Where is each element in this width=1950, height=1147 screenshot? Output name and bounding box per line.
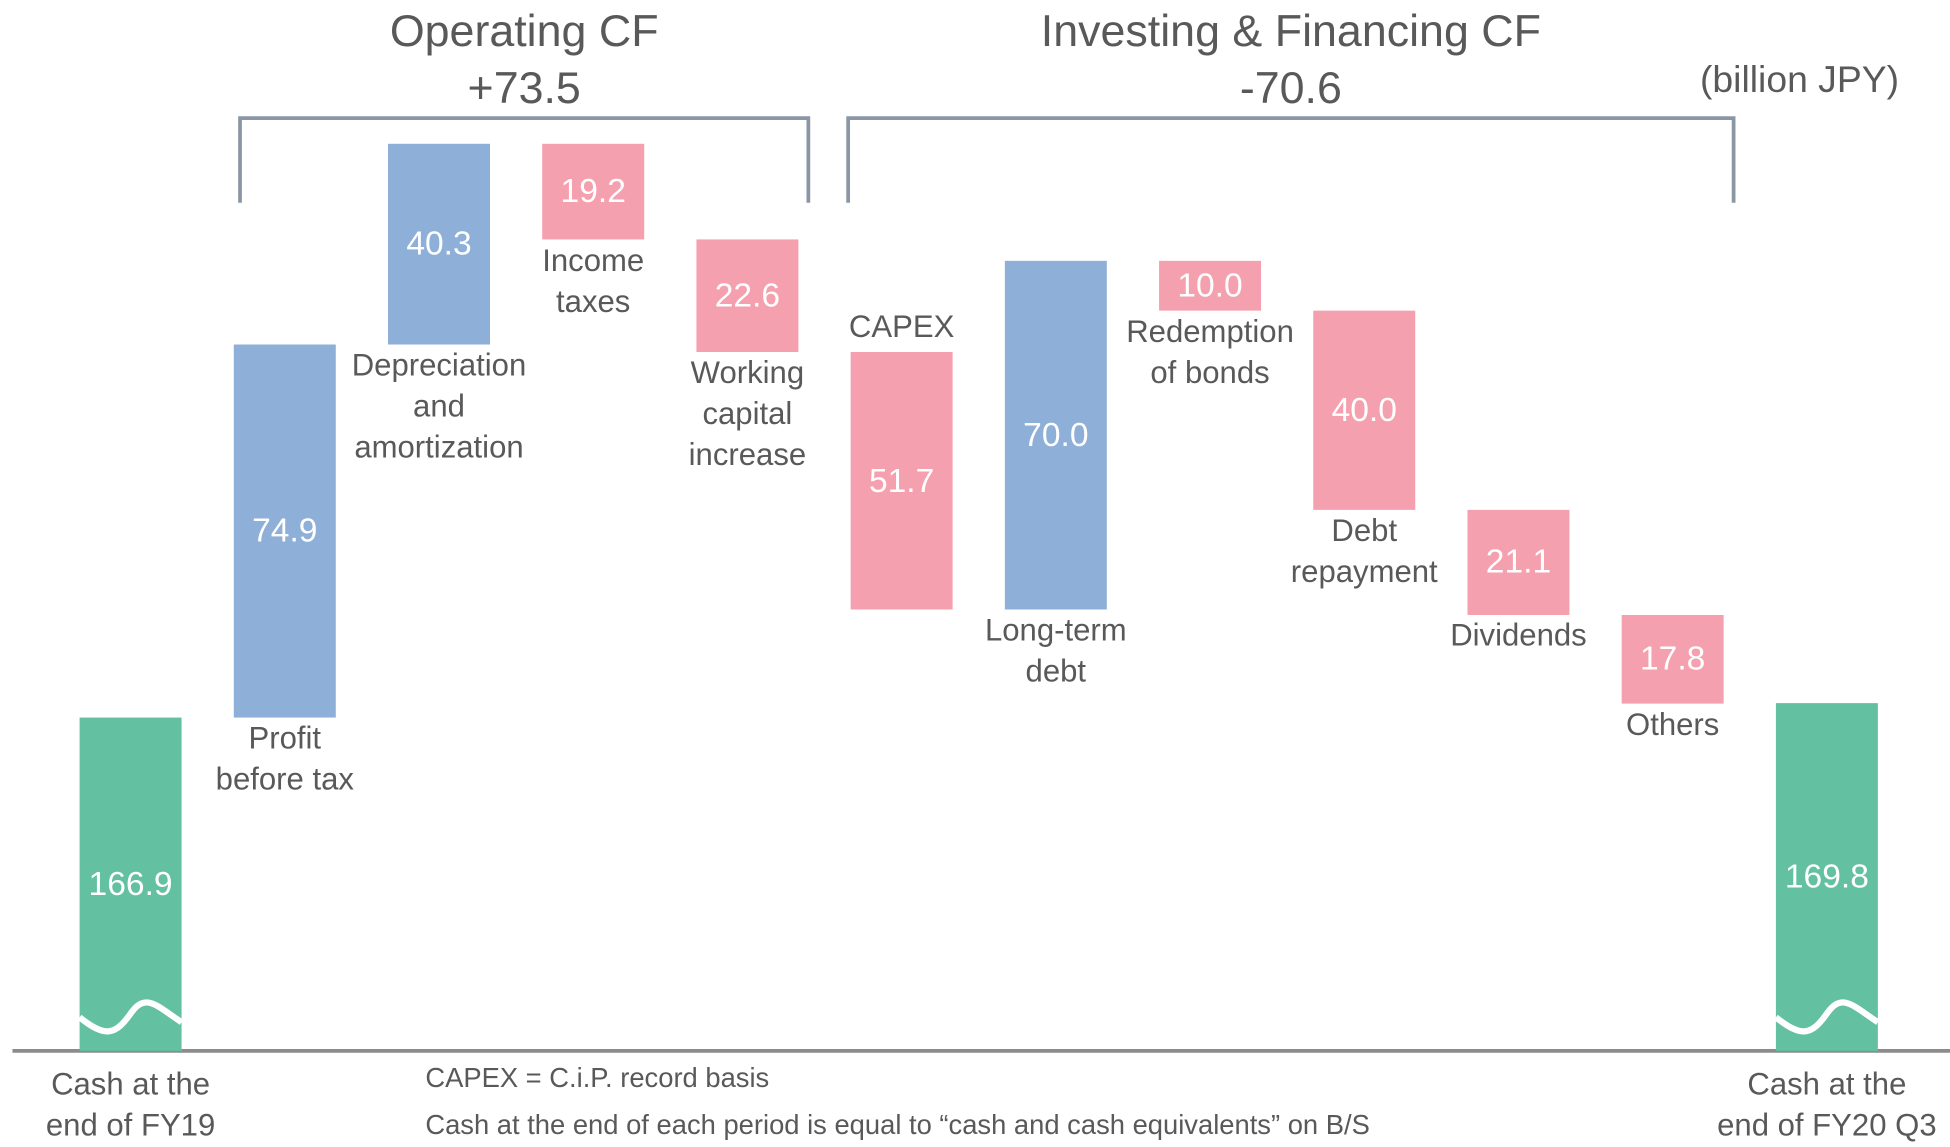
bar	[388, 143, 490, 345]
value-label: 19.2	[560, 172, 626, 210]
note: Cash at the end of each period is equal …	[425, 1109, 1370, 1141]
category-label: Dividends	[1450, 618, 1587, 654]
value-label: 17.8	[1639, 640, 1706, 678]
bar	[233, 344, 336, 718]
bar	[1621, 614, 1724, 704]
category-label: Cash at the end of FY19	[45, 1067, 216, 1143]
value-label: 40.0	[1331, 390, 1397, 429]
group-title: Investing & Financing CF	[1040, 4, 1541, 56]
bar	[850, 351, 953, 610]
bar	[1004, 260, 1107, 610]
note: CAPEX = C.i.P. record basis	[425, 1062, 770, 1094]
axis-break	[1773, 999, 1880, 1035]
value-label: 51.7	[868, 461, 935, 499]
value-label: 166.9	[88, 864, 173, 903]
category-label: CAPEX	[848, 309, 955, 345]
category-label: Debt repayment	[1290, 513, 1438, 590]
category-label: Long-term debt	[984, 613, 1127, 690]
value-label: 22.6	[714, 276, 781, 314]
category-label: Income taxes	[542, 243, 645, 320]
value-label: 40.3	[406, 224, 472, 263]
bar	[1467, 509, 1570, 615]
category-label: Others	[1626, 707, 1720, 743]
value-label: 10.0	[1177, 266, 1243, 304]
category-label: Depreciation and amortization	[351, 348, 527, 466]
unit-label: (billion JPY)	[1699, 59, 1900, 101]
axis-break	[77, 999, 184, 1035]
bar	[1159, 260, 1262, 311]
value-label: 169.8	[1784, 857, 1869, 896]
category-label: Cash at the end of FY20 Q3	[1717, 1067, 1937, 1143]
bar	[542, 143, 645, 240]
value-label: 21.1	[1485, 543, 1552, 581]
total-bar	[79, 717, 182, 1051]
bracket	[238, 116, 811, 203]
bar	[696, 239, 799, 352]
group-value: -70.6	[1239, 62, 1342, 114]
category-label: Redemption of bonds	[1126, 314, 1294, 391]
value-label: 70.0	[1023, 415, 1089, 454]
category-label: Working capital increase	[688, 355, 807, 473]
group-title: Operating CF	[389, 4, 659, 56]
bar	[1313, 310, 1416, 510]
category-label: Profit before tax	[215, 721, 354, 798]
bracket	[846, 116, 1736, 203]
group-value: +73.5	[467, 62, 581, 114]
value-label: 74.9	[252, 511, 318, 550]
total-bar	[1775, 703, 1878, 1051]
